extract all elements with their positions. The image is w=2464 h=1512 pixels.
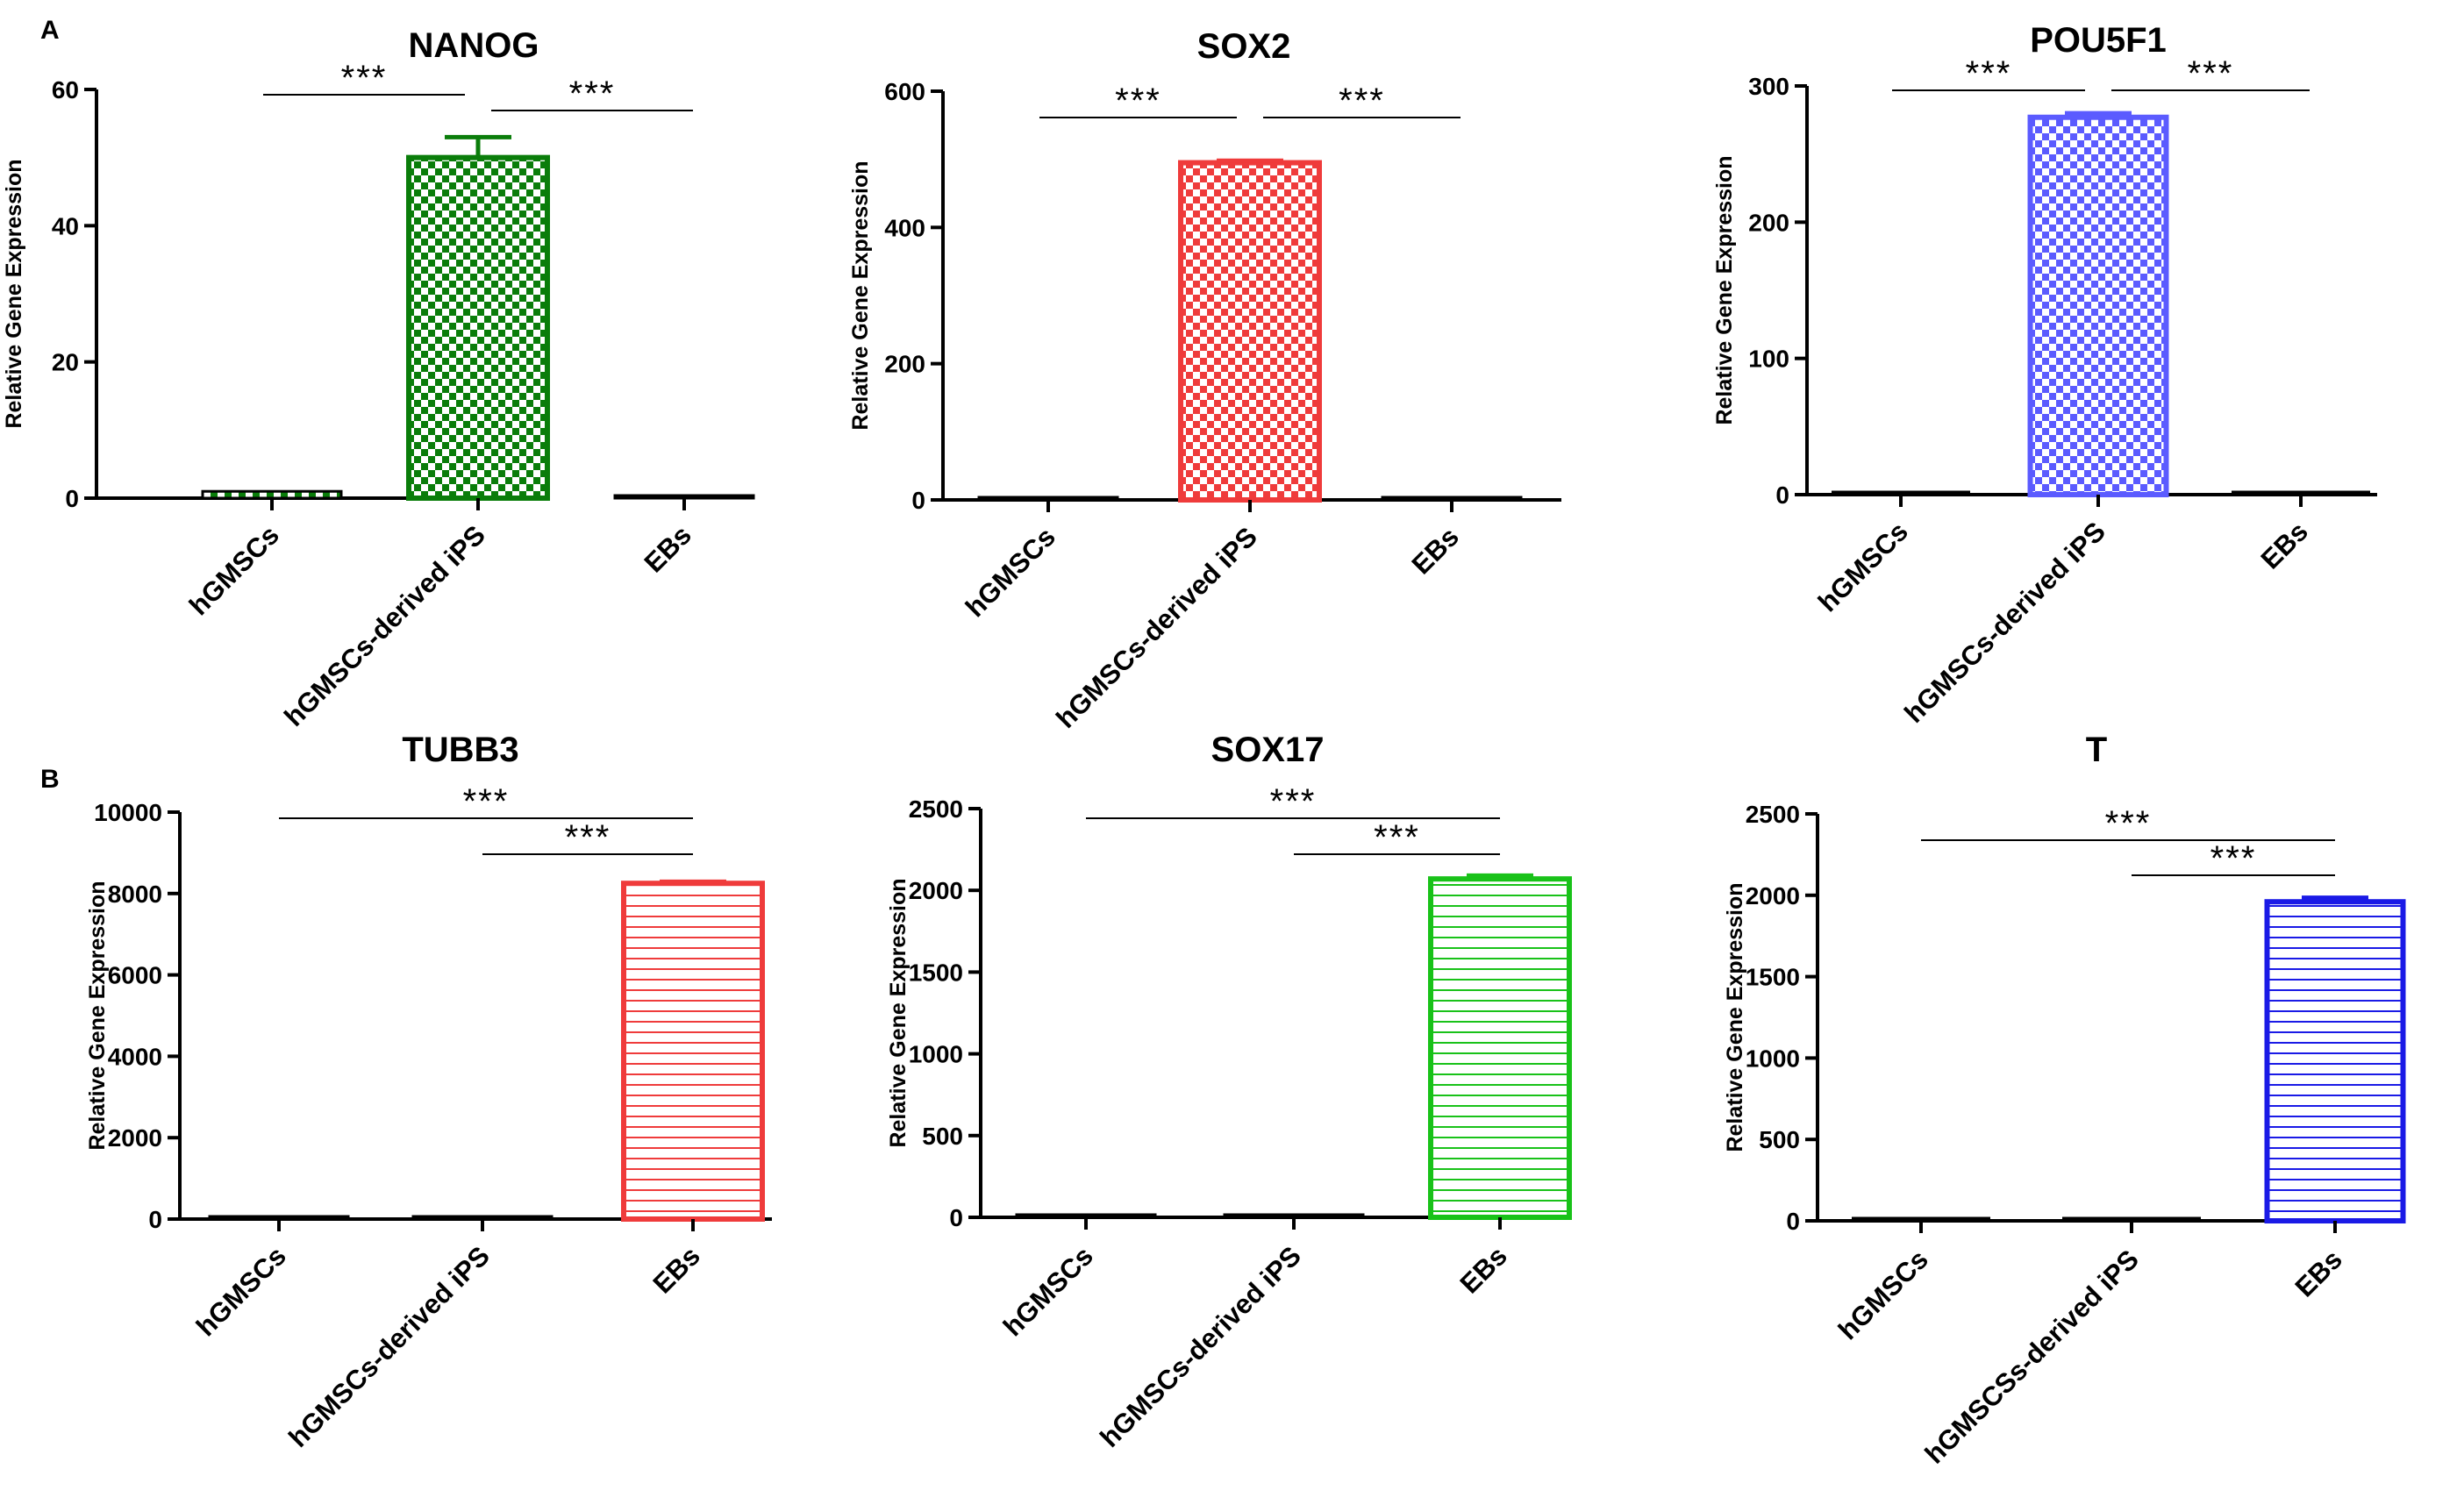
significance-label: *** bbox=[1115, 82, 1161, 120]
significance-label: *** bbox=[1374, 818, 1420, 857]
chart-title: SOX2 bbox=[1197, 27, 1291, 66]
y-tick-label: 2000 bbox=[108, 1124, 162, 1152]
x-tick-label: hGMSCs bbox=[960, 521, 1061, 623]
y-tick-label: 8000 bbox=[108, 881, 162, 908]
y-tick-label: 6000 bbox=[108, 962, 162, 989]
bar-hgmscss-derived-ips bbox=[2062, 1216, 2201, 1223]
bar-hgmscs-derived-ips bbox=[2027, 114, 2169, 498]
x-tick-label: EBs bbox=[1406, 521, 1465, 580]
chart-sox2: SOX2 Relative Gene Expression 0 200 400 600 hG… bbox=[848, 27, 1561, 734]
bar-ebs bbox=[1381, 496, 1523, 502]
y-tick-label: 2500 bbox=[1746, 801, 1800, 828]
x-tick-label: hGMSCs bbox=[1832, 1244, 1934, 1345]
y-tick-label: 0 bbox=[65, 485, 79, 512]
y-tick-label: 300 bbox=[1748, 73, 1789, 100]
y-tick-label: 0 bbox=[1775, 481, 1789, 509]
y-tick-label: 20 bbox=[52, 349, 79, 376]
chart-nanog: NANOG Relative Gene Expression 0 20 40 60 hGMS… bbox=[2, 26, 755, 732]
x-tick-label: EBs bbox=[639, 519, 697, 578]
chart-title: POU5F1 bbox=[2030, 21, 2167, 60]
y-tick-label: 200 bbox=[884, 351, 925, 378]
significance-label: *** bbox=[2188, 54, 2234, 93]
chart-title: T bbox=[2086, 731, 2107, 769]
significance-label: *** bbox=[2210, 839, 2257, 878]
chart-sox17: SOX17 Relative Gene Expression 0 500 1000 150… bbox=[886, 731, 1572, 1453]
bar-hgmscs bbox=[201, 489, 343, 500]
y-tick-label: 10000 bbox=[94, 799, 162, 826]
x-tick-label: EBs bbox=[647, 1240, 706, 1299]
bar-hgmscs bbox=[1852, 1216, 1990, 1223]
x-tick-label: EBs bbox=[2255, 516, 2314, 574]
y-axis-label: Relative Gene Expression bbox=[1712, 155, 1737, 424]
x-tick-label: EBs bbox=[1454, 1240, 1513, 1299]
y-tick-label: 500 bbox=[1759, 1126, 1800, 1153]
y-tick-label: 60 bbox=[52, 76, 79, 103]
y-tick-label: 1500 bbox=[909, 959, 963, 986]
y-tick-label: 2500 bbox=[909, 795, 963, 823]
bar-hgmscs bbox=[977, 496, 1119, 502]
x-tick-label: hGMSCs bbox=[190, 1240, 292, 1342]
panel-label-b: B bbox=[40, 765, 60, 794]
y-tick-label: 500 bbox=[922, 1123, 963, 1150]
x-tick-label: hGMSCSs-derived iPS bbox=[1919, 1244, 2145, 1469]
bar-hgmscs-derived-ips bbox=[406, 154, 550, 502]
bar-ebs bbox=[621, 881, 765, 1222]
x-tick-label: hGMSCs-derived iPS bbox=[1898, 516, 2111, 729]
bar-ebs bbox=[613, 494, 755, 500]
significance-label: *** bbox=[463, 782, 510, 821]
bar-ebs bbox=[1428, 876, 1572, 1220]
significance-label: *** bbox=[2105, 804, 2152, 843]
panel-label-a: A bbox=[40, 16, 60, 45]
y-axis-label: Relative Gene Expression bbox=[85, 881, 110, 1150]
bar-hgmscs bbox=[1832, 490, 1970, 496]
y-axis-label: Relative Gene Expression bbox=[1723, 882, 1747, 1152]
y-tick-label: 0 bbox=[911, 487, 925, 514]
y-tick-label: 2000 bbox=[1746, 882, 1800, 909]
bar-ebs bbox=[2232, 490, 2370, 496]
y-tick-label: 1000 bbox=[909, 1041, 963, 1068]
y-tick-label: 2000 bbox=[909, 877, 963, 904]
y-tick-label: 0 bbox=[1786, 1208, 1800, 1235]
x-tick-label: EBs bbox=[2289, 1244, 2348, 1302]
x-tick-label: hGMSCs-derived iPS bbox=[278, 519, 491, 732]
significance-label: *** bbox=[1966, 54, 2012, 93]
bar-ebs bbox=[2264, 899, 2406, 1223]
y-axis-label: Relative Gene Expression bbox=[886, 878, 911, 1147]
y-tick-label: 0 bbox=[148, 1206, 162, 1233]
chart-title: TUBB3 bbox=[402, 731, 518, 769]
y-tick-label: 0 bbox=[949, 1204, 963, 1231]
chart-tubb3: TUBB3 Relative Gene Expression 0 2000 4000 60… bbox=[85, 731, 772, 1453]
bar-hgmscs-derived-ips bbox=[1178, 160, 1322, 503]
bar-hgmscs bbox=[208, 1215, 350, 1221]
y-axis-label: Relative Gene Expression bbox=[2, 159, 26, 428]
chart-pou5f1: POU5F1 Relative Gene Expression 0 100 200 300… bbox=[1712, 21, 2377, 729]
y-tick-label: 4000 bbox=[108, 1043, 162, 1070]
chart-title: NANOG bbox=[409, 26, 539, 65]
chart-t: T Relative Gene Expression 0 500 1000 1500 200… bbox=[1723, 731, 2406, 1470]
significance-label: *** bbox=[341, 59, 388, 97]
y-tick-label: 200 bbox=[1748, 209, 1789, 236]
x-tick-label: hGMSCs bbox=[1812, 516, 1914, 617]
significance-label: *** bbox=[565, 818, 611, 857]
y-tick-label: 1500 bbox=[1746, 964, 1800, 991]
x-tick-label: hGMSCs-derived iPS bbox=[1094, 1240, 1307, 1453]
y-axis-label: Relative Gene Expression bbox=[848, 160, 873, 430]
y-tick-label: 400 bbox=[884, 214, 925, 241]
significance-label: *** bbox=[1270, 782, 1317, 821]
x-tick-label: hGMSCs bbox=[183, 519, 285, 621]
y-tick-label: 40 bbox=[52, 212, 79, 239]
bar-hgmscs-derived-ips bbox=[1223, 1213, 1365, 1219]
x-tick-label: hGMSCs-derived iPS bbox=[282, 1240, 496, 1453]
y-tick-label: 600 bbox=[884, 78, 925, 105]
bar-hgmscs bbox=[1015, 1213, 1157, 1219]
chart-title: SOX17 bbox=[1211, 731, 1325, 769]
y-tick-label: 1000 bbox=[1746, 1045, 1800, 1072]
y-tick-label: 100 bbox=[1748, 346, 1789, 373]
x-tick-label: hGMSCs bbox=[997, 1240, 1099, 1342]
x-tick-label: hGMSCs-derived iPS bbox=[1050, 521, 1263, 734]
significance-label: *** bbox=[1339, 82, 1385, 120]
significance-label: *** bbox=[569, 75, 616, 113]
bar-hgmscs-derived-ips bbox=[411, 1215, 554, 1221]
